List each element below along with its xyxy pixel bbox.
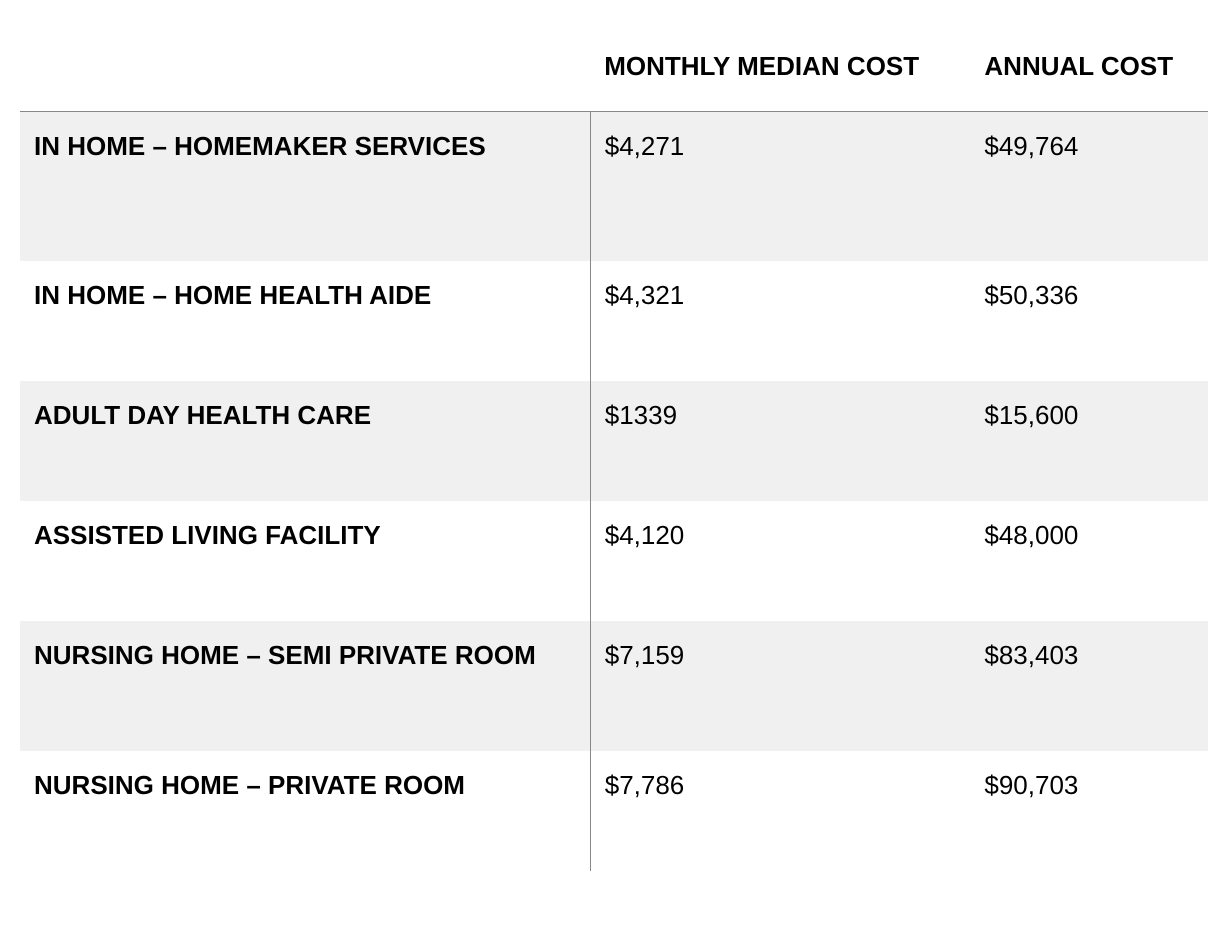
row-annual-value: $49,764 bbox=[970, 111, 1208, 261]
row-annual-value: $15,600 bbox=[970, 381, 1208, 501]
table-row: IN HOME – HOMEMAKER SERVICES $4,271 $49,… bbox=[20, 111, 1208, 261]
row-monthly-value: $7,786 bbox=[590, 751, 970, 871]
table-header-row: MONTHLY MEDIAN COST ANNUAL COST bbox=[20, 20, 1208, 111]
row-label: IN HOME – HOME HEALTH AIDE bbox=[20, 261, 590, 381]
row-monthly-value: $4,271 bbox=[590, 111, 970, 261]
row-annual-value: $48,000 bbox=[970, 501, 1208, 621]
table-row: ADULT DAY HEALTH CARE $1339 $15,600 bbox=[20, 381, 1208, 501]
row-label: IN HOME – HOMEMAKER SERVICES bbox=[20, 111, 590, 261]
row-label: NURSING HOME – SEMI PRIVATE ROOM bbox=[20, 621, 590, 751]
row-label: ADULT DAY HEALTH CARE bbox=[20, 381, 590, 501]
column-header-monthly: MONTHLY MEDIAN COST bbox=[590, 20, 970, 111]
table-row: ASSISTED LIVING FACILITY $4,120 $48,000 bbox=[20, 501, 1208, 621]
table-row: NURSING HOME – SEMI PRIVATE ROOM $7,159 … bbox=[20, 621, 1208, 751]
cost-table: MONTHLY MEDIAN COST ANNUAL COST IN HOME … bbox=[20, 20, 1208, 871]
column-header-annual: ANNUAL COST bbox=[970, 20, 1208, 111]
row-monthly-value: $4,120 bbox=[590, 501, 970, 621]
row-label: ASSISTED LIVING FACILITY bbox=[20, 501, 590, 621]
row-label: NURSING HOME – PRIVATE ROOM bbox=[20, 751, 590, 871]
row-annual-value: $50,336 bbox=[970, 261, 1208, 381]
row-annual-value: $90,703 bbox=[970, 751, 1208, 871]
column-header-label bbox=[20, 20, 590, 111]
row-monthly-value: $4,321 bbox=[590, 261, 970, 381]
row-annual-value: $83,403 bbox=[970, 621, 1208, 751]
row-monthly-value: $7,159 bbox=[590, 621, 970, 751]
row-monthly-value: $1339 bbox=[590, 381, 970, 501]
table-row: IN HOME – HOME HEALTH AIDE $4,321 $50,33… bbox=[20, 261, 1208, 381]
table-row: NURSING HOME – PRIVATE ROOM $7,786 $90,7… bbox=[20, 751, 1208, 871]
